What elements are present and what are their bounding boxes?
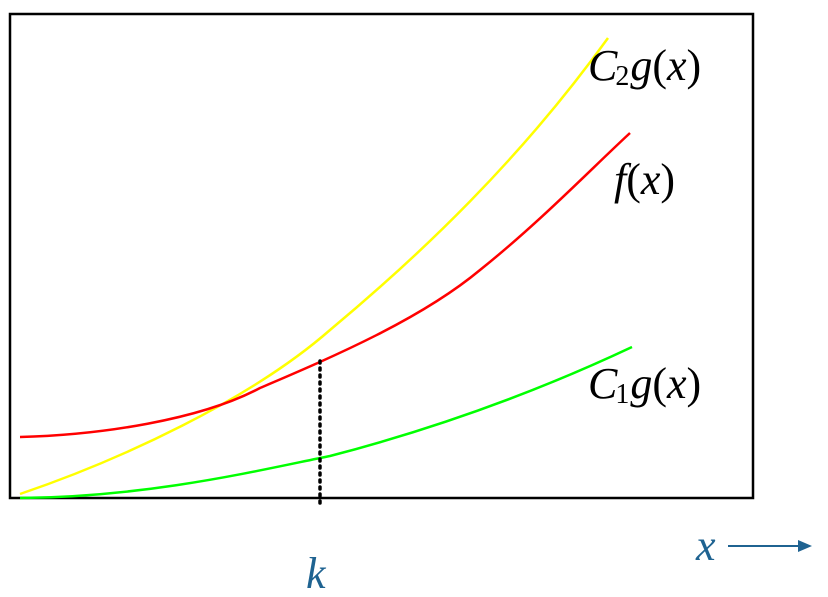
c2-g-label-name: C <box>588 41 618 90</box>
c2-g-label-var: x <box>667 41 687 90</box>
c1-g-label-var: x <box>667 359 687 408</box>
c2-g-label-fn: g <box>630 41 653 90</box>
c1-g-label: C1g(x) <box>588 362 701 409</box>
x-axis-arrowhead <box>798 540 812 552</box>
f-label: f(x) <box>614 158 675 202</box>
f-curve <box>19 132 631 439</box>
c1-g-label-open: ( <box>652 359 668 408</box>
f-label-fn: f <box>614 155 627 204</box>
c1-g-label-subscript: 1 <box>615 379 630 411</box>
c2-g-label-subscript: 2 <box>615 61 630 93</box>
f-label-close: ) <box>660 155 676 204</box>
c1-g-label-fn: g <box>630 359 653 408</box>
c1-g-label-close: ) <box>686 359 702 408</box>
f-label-open: ( <box>626 155 641 204</box>
plot-frame <box>8 12 755 500</box>
c1-g-label-name: C <box>588 359 618 408</box>
c1-g-curve <box>19 345 633 500</box>
c2-g-label-close: ) <box>686 41 702 90</box>
c2-g-curve <box>19 37 610 496</box>
c2-g-label-open: ( <box>652 41 668 90</box>
f-label-var: x <box>640 155 661 204</box>
c2-g-label: C2g(x) <box>588 44 701 91</box>
k-label: k <box>306 549 326 597</box>
x-axis-label: x <box>696 521 716 570</box>
